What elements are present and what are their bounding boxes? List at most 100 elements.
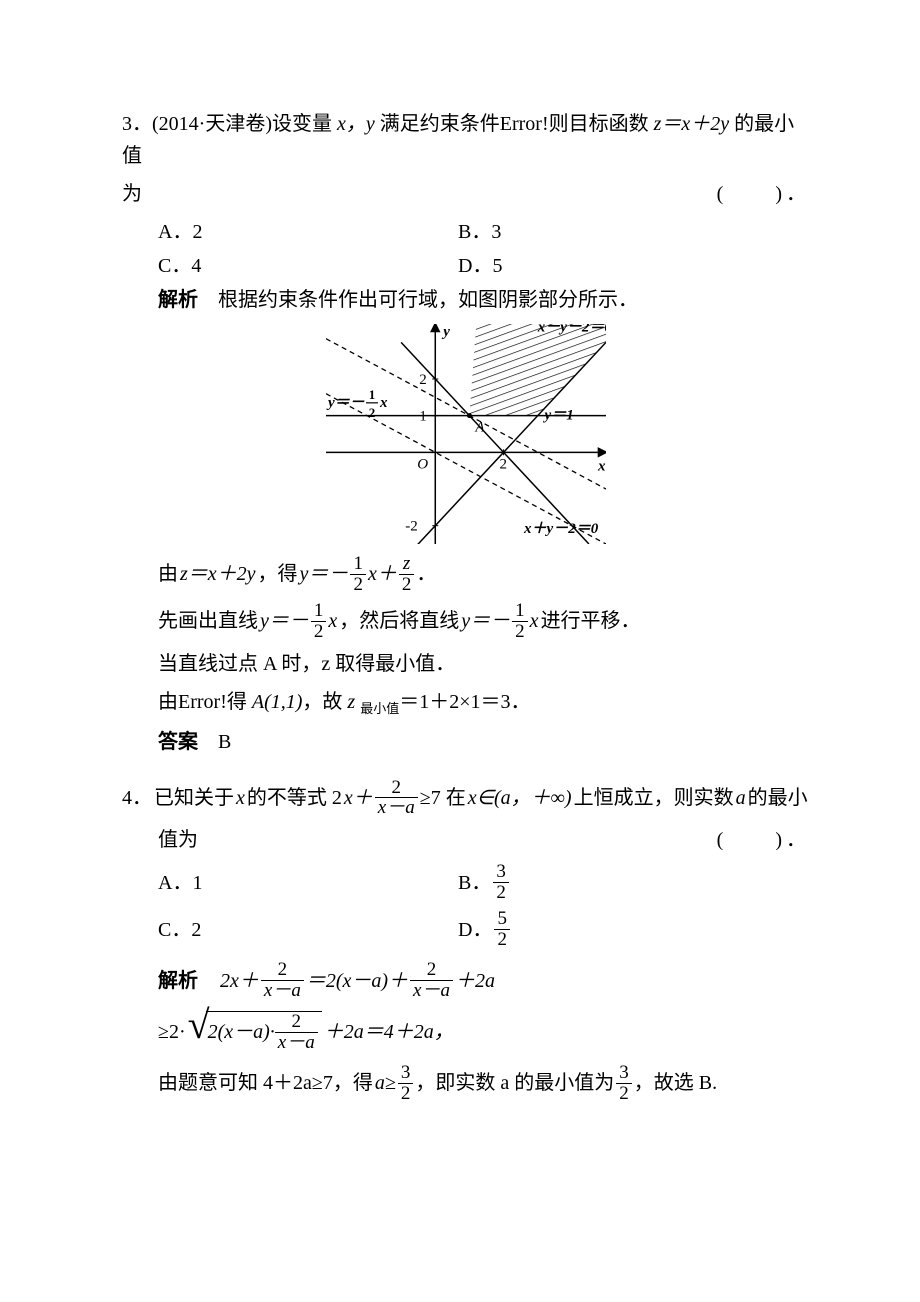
t: 根据约束条件作出可行域，如图阴影部分所示． (218, 289, 638, 311)
q4-option-c: C．2 (158, 914, 458, 946)
t: 得 (227, 691, 252, 713)
fraction: 12 (350, 554, 366, 595)
t: 的不等式 2 (247, 782, 342, 814)
square-root: √ 2(x－a)· 2x－a (188, 1011, 322, 1053)
num: 1 (311, 601, 327, 622)
fraction: 32 (398, 1063, 414, 1104)
q3-solution-1: 解析 根据约束条件作出可行域，如图阴影部分所示． (122, 284, 810, 316)
num: 2 (275, 1012, 318, 1033)
svg-text:x: x (379, 395, 388, 411)
eq: ＝2(x－a)＋ (306, 965, 408, 997)
num: 1 (512, 601, 528, 622)
t: ，然后将直线 (339, 605, 459, 637)
t: 进行平移． (541, 605, 641, 637)
eq: 2x＋ (220, 965, 259, 997)
point: A(1,1) (252, 691, 303, 713)
a: a (736, 782, 746, 814)
t: 由 (158, 691, 178, 713)
subscript: 最小值 (360, 701, 399, 716)
den: 2 (616, 1084, 632, 1104)
fraction: 12 (311, 601, 327, 642)
q3-feasible-region-graph: 212-2OxyAx－y－2＝0y＝1x＋y－2＝0y＝－12x (326, 324, 606, 544)
t: ． (416, 558, 436, 590)
num: 1 (350, 554, 366, 575)
q3-options-row2: C．4 D．5 (122, 250, 810, 282)
svg-text:x－y－2＝0: x－y－2＝0 (537, 324, 606, 335)
fraction: 2x－a (261, 960, 304, 1001)
t: ≥2· (158, 1016, 186, 1048)
eq: z＝x＋2y (180, 558, 256, 590)
eq: y＝－ (461, 605, 510, 637)
t: ＝1＋2×1＝3． (399, 691, 530, 713)
q4-number: 4． (122, 782, 152, 814)
eq: ＋2a＝4＋2a， (324, 1016, 454, 1048)
fraction: 52 (494, 909, 510, 950)
t: 已知关于 (154, 782, 234, 814)
q3-line3: 先画出直线 y＝－ 12 x ，然后将直线 y＝－ 12 x 进行平移． (122, 601, 810, 642)
eq: y＝－ (260, 605, 309, 637)
q4-sol-line3: 由题意可知 4＋2a≥7，得 a≥ 32 ，即实数 a 的最小值为 32 ，故选… (122, 1063, 810, 1104)
answer-value: B (218, 731, 231, 753)
q3-stem-line1: 3．(2014·天津卷)设变量 x，y 满足约束条件Error!则目标函数 z＝… (122, 108, 810, 172)
q3-stem-line2: 为 ( )． (122, 178, 810, 210)
q4-option-a: A．1 (158, 867, 458, 899)
num: 3 (616, 1063, 632, 1084)
t: ，得 (258, 558, 298, 590)
eq: x＋ (368, 558, 397, 590)
t: ≥7 在 (420, 782, 466, 814)
q4-option-d: D． 52 (458, 909, 512, 950)
t: 的最小 (748, 782, 808, 814)
fraction: 2x－a (275, 1012, 318, 1053)
solution-label: 解析 (158, 289, 198, 311)
x: x (236, 782, 245, 814)
answer-paren: ( )． (717, 178, 810, 210)
fraction: 2x－a (375, 778, 418, 819)
q4-options-row2: C．2 D． 52 (122, 909, 810, 950)
t: 值为 (158, 829, 198, 851)
q3-option-c: C．4 (158, 250, 458, 282)
q4-sol-line2: ≥2· √ 2(x－a)· 2x－a ＋2a＝4＋2a， (122, 1011, 810, 1053)
den: x－a (375, 798, 418, 818)
den: 2 (512, 622, 528, 642)
q4-stem-line1: 4． 已知关于 x 的不等式 2x＋ 2x－a ≥7 在 x∈(a，＋∞) 上恒… (122, 778, 810, 819)
den: x－a (261, 981, 304, 1001)
t: ，即实数 a 的最小值为 (415, 1067, 614, 1099)
answer-label: 答案 (158, 731, 198, 753)
t: 当直线过点 A 时，z 取得最小值． (158, 653, 455, 675)
q3-option-d: D．5 (458, 250, 502, 282)
t: 上恒成立，则实数 (574, 782, 734, 814)
svg-text:-2: -2 (405, 519, 418, 535)
t: 设变量 (272, 113, 337, 135)
num: 2 (375, 778, 418, 799)
t: ，故 (302, 691, 347, 713)
q3-options-row1: A．2 B．3 (122, 216, 810, 248)
svg-text:2: 2 (500, 456, 508, 472)
num: 3 (398, 1063, 414, 1084)
svg-text:y＝－: y＝－ (326, 395, 365, 411)
t: B． (458, 867, 491, 899)
fraction: 2x－a (410, 960, 453, 1001)
eq: a≥ (375, 1067, 396, 1099)
num: 3 (493, 862, 509, 883)
q4-options-row1: A．1 B． 32 (122, 862, 810, 903)
t: ，故选 B. (634, 1067, 717, 1099)
fraction: 12 (512, 601, 528, 642)
num: 5 (494, 909, 510, 930)
t: 由题意可知 4＋2a≥7，得 (158, 1067, 373, 1099)
error-text: Error! (178, 691, 227, 713)
func: z＝x＋2y (654, 113, 735, 135)
t: x＋ (344, 782, 373, 814)
den: x－a (275, 1033, 318, 1053)
den: x－a (410, 981, 453, 1001)
q4-option-b: B． 32 (458, 862, 511, 903)
q3-option-b: B．3 (458, 216, 501, 248)
q3-line5: 由Error!得 A(1,1)，故 z 最小值＝1＋2×1＝3． (122, 686, 810, 720)
q4-stem-line2: 值为 ( )． (122, 824, 810, 856)
den: 2 (493, 883, 509, 903)
num: 2 (261, 960, 304, 981)
den: 2 (399, 575, 415, 595)
t: D． (458, 914, 492, 946)
fraction: 32 (493, 862, 509, 903)
svg-text:x＋y－2＝0: x＋y－2＝0 (523, 521, 599, 537)
svg-text:1: 1 (419, 409, 427, 425)
